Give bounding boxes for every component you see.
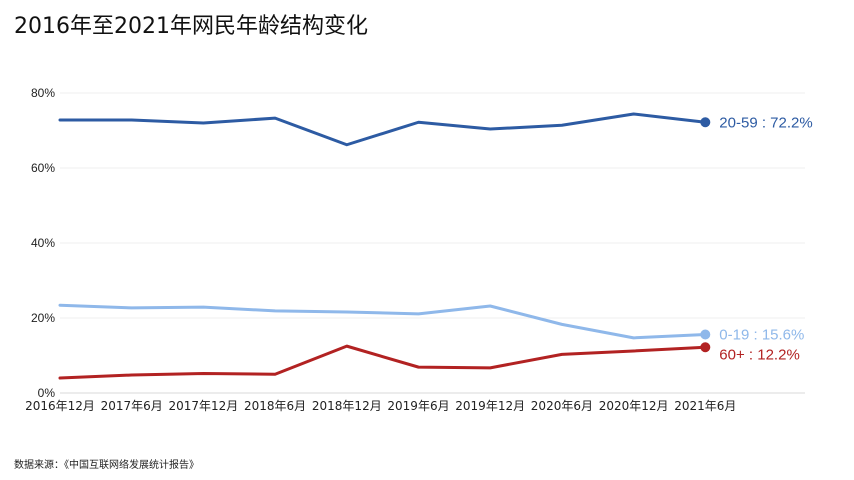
series-line-s2059 — [58, 112, 707, 147]
y-tick-label: 20% — [31, 311, 55, 325]
x-tick-label: 2016年12月 — [25, 399, 95, 413]
x-tick-label: 2020年6月 — [531, 399, 593, 413]
x-tick-label: 2021年6月 — [674, 399, 736, 413]
end-label-s019: 0-19 : 15.6% — [719, 327, 804, 344]
end-point-s019 — [700, 329, 711, 340]
end-point-s2059 — [700, 117, 711, 128]
x-tick-label: 2020年12月 — [599, 399, 669, 413]
y-tick-label: 40% — [31, 236, 55, 250]
x-tick-label: 2017年12月 — [168, 399, 238, 413]
series-end-points — [700, 117, 711, 353]
series-end-labels: 20-59 : 72.2% 0-19 : 15.6% 60+ : 12.2% — [719, 114, 812, 363]
x-tick-label: 2018年6月 — [244, 399, 306, 413]
series-line-s019 — [58, 303, 707, 340]
y-tick-label: 60% — [31, 161, 55, 175]
series-line-s60 — [58, 344, 707, 380]
source-note: 数据来源：《中国互联网络发展统计报告》 — [14, 460, 199, 471]
end-label-s60: 60+ : 12.2% — [719, 346, 799, 363]
y-tick-label: 0% — [38, 386, 56, 400]
chart-title: 2016年至2021年网民年龄结构变化 — [14, 14, 368, 39]
end-point-s60 — [700, 342, 711, 353]
y-tick-label: 80% — [31, 86, 55, 100]
x-tick-label: 2019年12月 — [455, 399, 525, 413]
y-axis-ticks: 0% 20% 40% 60% 80% — [31, 86, 55, 400]
x-axis-ticks: 2016年12月 2017年6月 2017年12月 2018年6月 2018年12月 20… — [25, 399, 736, 413]
x-tick-label: 2017年6月 — [101, 399, 163, 413]
x-tick-label: 2018年12月 — [312, 399, 382, 413]
end-label-s2059: 20-59 : 72.2% — [719, 114, 812, 131]
x-tick-label: 2019年6月 — [387, 399, 449, 413]
gridlines — [60, 92, 805, 394]
series-lines — [58, 112, 707, 380]
